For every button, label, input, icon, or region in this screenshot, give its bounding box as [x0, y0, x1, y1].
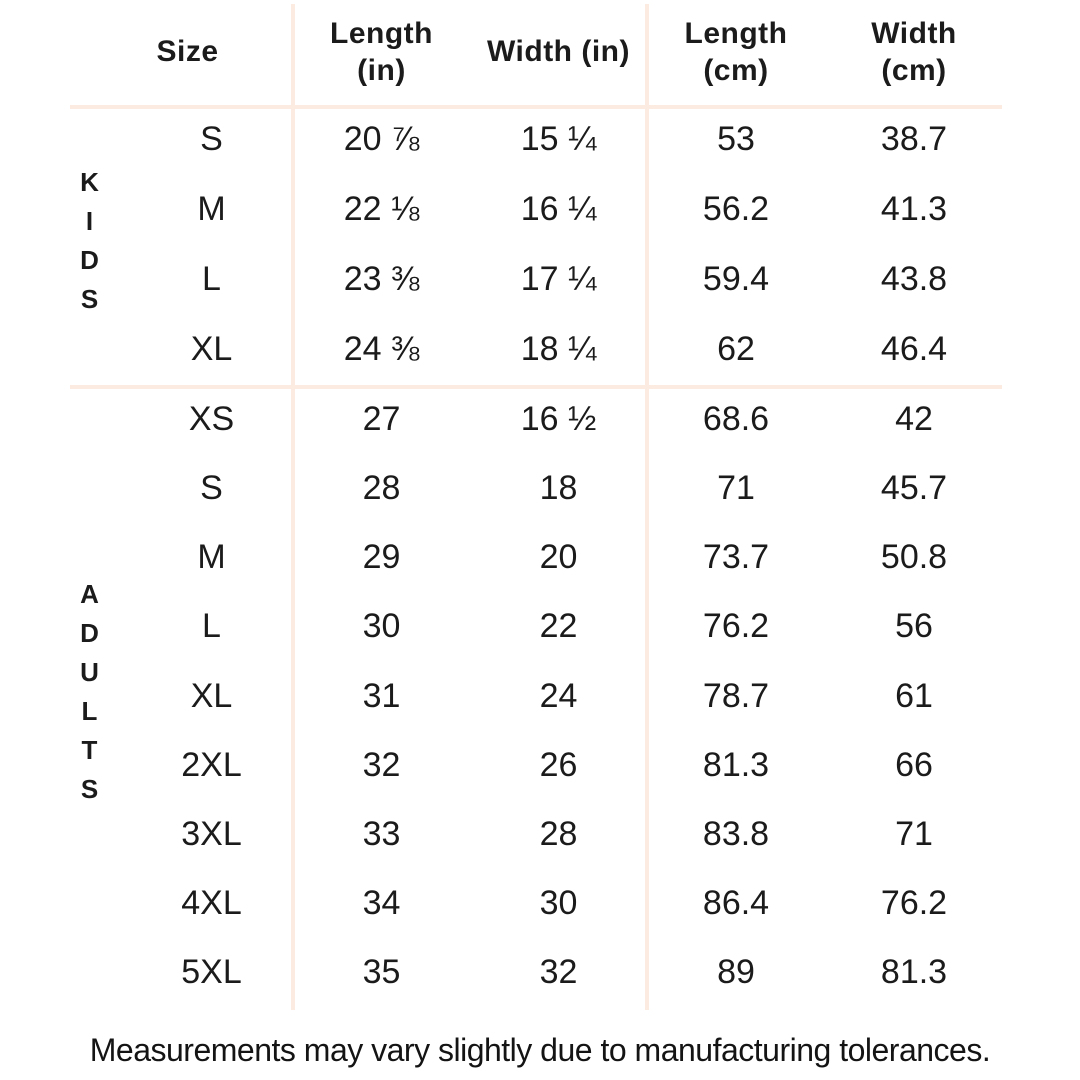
length-cm-cell: 53: [717, 120, 755, 159]
column-header-size: Size: [156, 35, 219, 69]
size-cell: 3XL: [181, 815, 242, 854]
column-divider: [291, 4, 295, 1010]
width-cm-cell: 66: [895, 745, 933, 784]
length-cm-cell: 78.7: [702, 676, 770, 715]
width-cm-cell: 41.3: [880, 190, 948, 229]
length-cm-cell: 89: [717, 953, 755, 992]
column-header-length-in: Length (in): [330, 16, 433, 87]
length-in-cell: 27: [362, 399, 401, 438]
width-cm-cell: 56: [895, 607, 933, 646]
width-cm-cell: 43.8: [880, 260, 948, 299]
size-cell: XL: [190, 330, 233, 369]
length-cm-cell: 81.3: [702, 745, 770, 784]
width-in-cell: 20: [539, 538, 578, 577]
table-header-row: Size Length (in) Width (in) Length (cm) …: [0, 0, 1080, 105]
length-in-cell: 24 ⅜: [343, 330, 420, 369]
length-cm-cell: 76.2: [702, 607, 770, 646]
width-in-cell: 26: [539, 745, 578, 784]
length-cm-cell: 86.4: [702, 884, 770, 923]
width-cm-cell: 81.3: [880, 953, 948, 992]
length-in-cell: 32: [362, 745, 401, 784]
size-cell: M: [197, 190, 226, 229]
column-header-width-in: Width (in): [486, 35, 630, 69]
size-cell: 5XL: [181, 953, 242, 992]
width-in-cell: 30: [539, 884, 578, 923]
length-in-cell: 28: [362, 469, 401, 508]
length-cm-cell: 68.6: [702, 399, 770, 438]
width-cm-cell: 45.7: [880, 469, 948, 508]
size-cell: M: [197, 538, 226, 577]
length-in-cell: 30: [362, 607, 401, 646]
length-in-cell: 23 ⅜: [343, 260, 420, 299]
length-in-cell: 22 ⅛: [343, 190, 420, 229]
length-in-cell: 29: [362, 538, 401, 577]
column-header-length-cm: Length (cm): [684, 16, 788, 87]
width-in-cell: 16 ½: [520, 399, 597, 438]
width-in-cell: 22: [539, 607, 578, 646]
width-in-cell: 28: [539, 815, 578, 854]
group-label-kids: KIDS: [74, 167, 105, 323]
length-cm-cell: 73.7: [702, 538, 770, 577]
size-cell: S: [200, 469, 223, 508]
tolerance-note: Measurements may vary slightly due to ma…: [89, 1031, 991, 1068]
width-in-cell: 18: [539, 469, 578, 508]
width-cm-cell: 61: [895, 676, 933, 715]
length-in-cell: 33: [362, 815, 401, 854]
footer: Measurements may vary slightly due to ma…: [0, 1020, 1080, 1080]
length-in-cell: 35: [362, 953, 401, 992]
length-in-cell: 20 ⅞: [343, 120, 420, 159]
size-cell: S: [200, 120, 223, 159]
length-in-cell: 31: [362, 676, 401, 715]
width-in-cell: 32: [539, 953, 578, 992]
length-cm-cell: 62: [717, 330, 755, 369]
size-cell: XS: [188, 399, 235, 438]
size-cell: 4XL: [181, 884, 242, 923]
width-cm-cell: 46.4: [880, 330, 948, 369]
column-divider: [645, 4, 649, 1010]
width-cm-cell: 38.7: [880, 120, 948, 159]
width-in-cell: 16 ¼: [520, 190, 597, 229]
header-divider: [70, 105, 1002, 109]
size-cell: XL: [190, 676, 233, 715]
size-cell: L: [202, 260, 221, 299]
width-cm-cell: 71: [895, 815, 933, 854]
width-in-cell: 24: [539, 676, 578, 715]
size-cell: L: [202, 607, 221, 646]
length-cm-cell: 59.4: [702, 260, 770, 299]
group-divider: [70, 385, 1002, 389]
size-table: Size Length (in) Width (in) Length (cm) …: [0, 0, 1080, 1010]
length-cm-cell: 83.8: [702, 815, 770, 854]
column-header-width-cm: Width (cm): [871, 16, 957, 87]
width-cm-cell: 50.8: [880, 538, 948, 577]
size-cell: 2XL: [181, 745, 242, 784]
group-label-adults: ADULTS: [74, 579, 105, 814]
width-in-cell: 15 ¼: [520, 120, 597, 159]
length-in-cell: 34: [362, 884, 401, 923]
width-cm-cell: 42: [895, 399, 933, 438]
kids-section: KIDS S 20 ⅞ 15 ¼ 53 38.7 M 22 ⅛ 16 ¼ 56.…: [0, 105, 1080, 385]
length-cm-cell: 71: [717, 469, 755, 508]
adults-section: ADULTS XS 27 16 ½ 68.6 42 S 28 18 71 45.…: [0, 385, 1080, 1008]
width-in-cell: 17 ¼: [520, 260, 597, 299]
length-cm-cell: 56.2: [702, 190, 770, 229]
width-in-cell: 18 ¼: [520, 330, 597, 369]
width-cm-cell: 76.2: [880, 884, 948, 923]
